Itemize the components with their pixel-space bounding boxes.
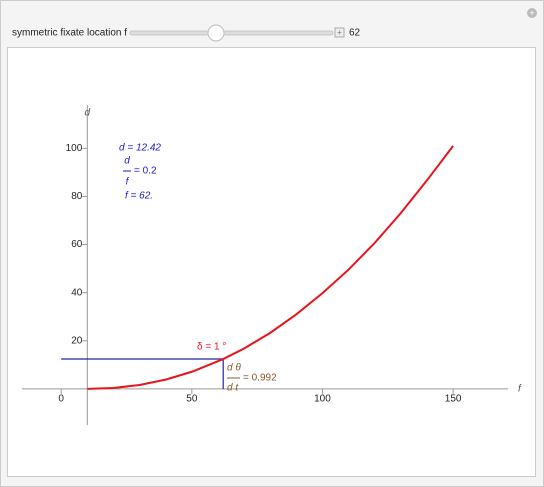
ratio-denominator: f — [126, 177, 130, 188]
x-tick-label: 100 — [314, 394, 331, 405]
x-axis-label: f — [518, 384, 522, 395]
options-button[interactable] — [527, 8, 537, 18]
y-tick-label: 80 — [71, 191, 83, 202]
expand-icon: + — [337, 28, 342, 37]
slider-track[interactable] — [129, 30, 334, 36]
f-value: f = 62. — [125, 191, 153, 202]
plot-panel — [7, 47, 536, 477]
ratio-numerator: d — [124, 156, 130, 167]
rate-value: = 0.992 — [243, 373, 277, 384]
rate-numerator: d θ — [227, 363, 241, 374]
y-tick-label: 60 — [71, 239, 83, 250]
x-tick-label: 50 — [186, 394, 198, 405]
y-axis-label: d — [85, 108, 91, 119]
angle-label: δ = 1 ° — [197, 342, 226, 353]
options-icon: + — [529, 8, 534, 18]
x-tick-label: 0 — [58, 394, 64, 405]
d-value: d = 12.42 — [119, 143, 161, 154]
x-tick-label: 150 — [445, 394, 462, 405]
control-value: 62 — [349, 28, 361, 39]
y-tick-label: 100 — [66, 143, 83, 154]
y-tick-label: 40 — [71, 287, 83, 298]
control-label: symmetric fixate location f — [12, 28, 127, 39]
rate-denominator: d t — [227, 383, 239, 394]
slider-thumb[interactable] — [207, 24, 225, 42]
expand-button[interactable] — [334, 27, 345, 38]
y-tick-label: 20 — [71, 335, 83, 346]
curve — [87, 145, 454, 390]
ratio-value: = 0.2 — [134, 166, 157, 177]
